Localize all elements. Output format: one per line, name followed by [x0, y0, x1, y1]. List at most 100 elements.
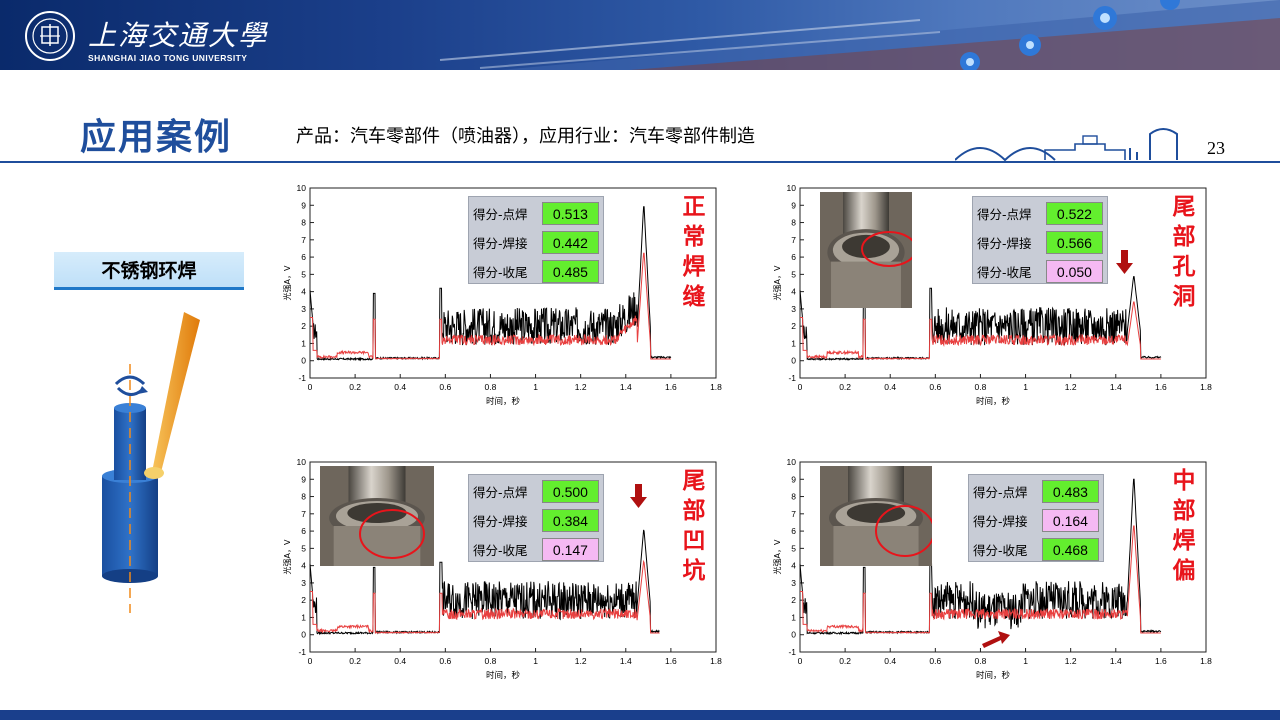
defect-type-char: 部 — [1172, 224, 1196, 250]
defect-type-label: 正常焊缝 — [680, 192, 708, 312]
score-label: 得分-焊接 — [473, 236, 528, 251]
x-tick-label: 0 — [308, 382, 313, 392]
x-tick-label: 0.6 — [929, 382, 941, 392]
x-tick-label: 0.2 — [839, 656, 851, 666]
signal-trace-red — [310, 559, 660, 635]
defect-type-char: 孔 — [1172, 254, 1196, 280]
score-row: 得分-焊接 0.566 — [977, 229, 1103, 256]
score-label: 得分-收尾 — [473, 265, 528, 280]
page-subtitle: 产品：汽车零部件（喷油器），应用行业：汽车零部件制造 — [296, 126, 755, 147]
x-tick-label: 1.6 — [665, 382, 677, 392]
weld-photo-drawing — [320, 466, 434, 566]
y-tick-label: 9 — [791, 200, 796, 210]
x-tick-label: 1.6 — [1155, 382, 1167, 392]
defect-type-char: 偏 — [1172, 558, 1196, 584]
campus-skyline-icon — [955, 128, 1178, 162]
score-row: 得分-收尾 0.147 — [473, 536, 599, 563]
y-tick-label: -1 — [788, 373, 796, 383]
defect-type-char: 尾 — [682, 468, 706, 494]
defect-type-char: 焊 — [1172, 528, 1196, 554]
y-tick-label: 1 — [791, 612, 796, 622]
y-tick-label: 4 — [301, 287, 306, 297]
defect-arrow-icon — [982, 631, 1010, 648]
x-tick-label: 0.6 — [439, 382, 451, 392]
y-tick-label: -1 — [298, 373, 306, 383]
score-value: 0.442 — [541, 231, 599, 254]
score-value: 0.485 — [541, 260, 599, 283]
y-axis-label: 光强A，V — [282, 265, 292, 300]
x-axis-label: 时间，秒 — [486, 396, 521, 407]
defect-type-char: 洞 — [1172, 284, 1196, 310]
score-row: 得分-焊接 0.442 — [473, 229, 599, 256]
x-tick-label: 1.6 — [1155, 656, 1167, 666]
x-tick-label: 0.2 — [349, 382, 361, 392]
score-panel: 得分-点焊 0.522 得分-焊接 0.566 得分-收尾 0.050 — [972, 196, 1108, 284]
score-value: 0.522 — [1045, 202, 1103, 225]
y-tick-label: 3 — [791, 304, 796, 314]
x-tick-label: 0.4 — [394, 656, 406, 666]
defect-type-char: 常 — [682, 224, 706, 250]
y-tick-label: 3 — [301, 304, 306, 314]
y-tick-label: 2 — [301, 321, 306, 331]
signal-trace-black — [309, 529, 660, 636]
y-tick-label: 9 — [791, 474, 796, 484]
score-label: 得分-焊接 — [973, 514, 1028, 529]
score-row: 得分-点焊 0.513 — [473, 200, 599, 227]
score-label: 得分-焊接 — [473, 514, 528, 529]
x-tick-label: 1.8 — [1200, 382, 1212, 392]
y-tick-label: 10 — [787, 457, 797, 467]
y-tick-label: -1 — [298, 647, 306, 657]
sjtu-logo — [25, 11, 75, 61]
defect-type-char: 部 — [682, 498, 706, 524]
y-tick-label: 0 — [301, 630, 306, 640]
defect-type-char: 焊 — [682, 254, 706, 280]
y-axis-label: 光强A，V — [772, 265, 782, 300]
x-tick-label: 0.8 — [975, 382, 987, 392]
score-value: 0.164 — [1041, 509, 1099, 532]
weld-photo-drawing — [820, 192, 912, 308]
y-tick-label: 8 — [791, 492, 796, 502]
x-tick-label: 0 — [798, 382, 803, 392]
score-label: 得分-焊接 — [977, 236, 1032, 251]
x-axis-label: 时间，秒 — [486, 670, 521, 681]
y-tick-label: 9 — [301, 474, 306, 484]
defect-type-char: 坑 — [682, 558, 706, 584]
x-tick-label: 1.4 — [1110, 656, 1122, 666]
score-value: 0.050 — [1045, 260, 1103, 283]
weld-defect-photo — [820, 192, 912, 308]
y-tick-label: 7 — [301, 509, 306, 519]
y-tick-label: 6 — [301, 252, 306, 262]
x-axis-label: 时间，秒 — [976, 670, 1011, 681]
y-tick-label: 7 — [791, 509, 796, 519]
footer-bar — [0, 710, 1280, 720]
score-row: 得分-点焊 0.500 — [473, 478, 599, 505]
y-axis-label: 光强A，V — [282, 539, 292, 574]
y-tick-label: 0 — [791, 356, 796, 366]
x-tick-label: 1.4 — [620, 656, 632, 666]
x-tick-label: 0.8 — [485, 656, 497, 666]
x-tick-label: 0.6 — [439, 656, 451, 666]
score-value: 0.483 — [1041, 480, 1099, 503]
x-tick-label: 1.4 — [1110, 382, 1122, 392]
weld-defect-photo — [320, 466, 434, 566]
defect-type-label: 尾部孔洞 — [1170, 192, 1198, 312]
y-tick-label: 2 — [791, 595, 796, 605]
y-tick-label: 8 — [791, 218, 796, 228]
defect-type-char: 尾 — [1172, 194, 1196, 220]
score-row: 得分-收尾 0.468 — [973, 536, 1099, 563]
x-tick-label: 1.2 — [1065, 656, 1077, 666]
score-value: 0.566 — [1045, 231, 1103, 254]
score-label: 得分-点焊 — [473, 485, 528, 500]
y-tick-label: 3 — [791, 578, 796, 588]
score-value: 0.500 — [541, 480, 599, 503]
y-tick-label: 10 — [787, 183, 797, 193]
score-panel: 得分-点焊 0.513 得分-焊接 0.442 得分-收尾 0.485 — [468, 196, 604, 284]
x-tick-label: 0.4 — [884, 382, 896, 392]
defect-type-label: 中部焊偏 — [1170, 466, 1198, 586]
roof-decoration — [439, 0, 1280, 70]
y-tick-label: 10 — [297, 183, 307, 193]
y-tick-label: 7 — [301, 235, 306, 245]
university-name-cn: 上海交通大學 — [88, 19, 269, 52]
score-value: 0.468 — [1041, 538, 1099, 561]
y-tick-label: 8 — [301, 218, 306, 228]
